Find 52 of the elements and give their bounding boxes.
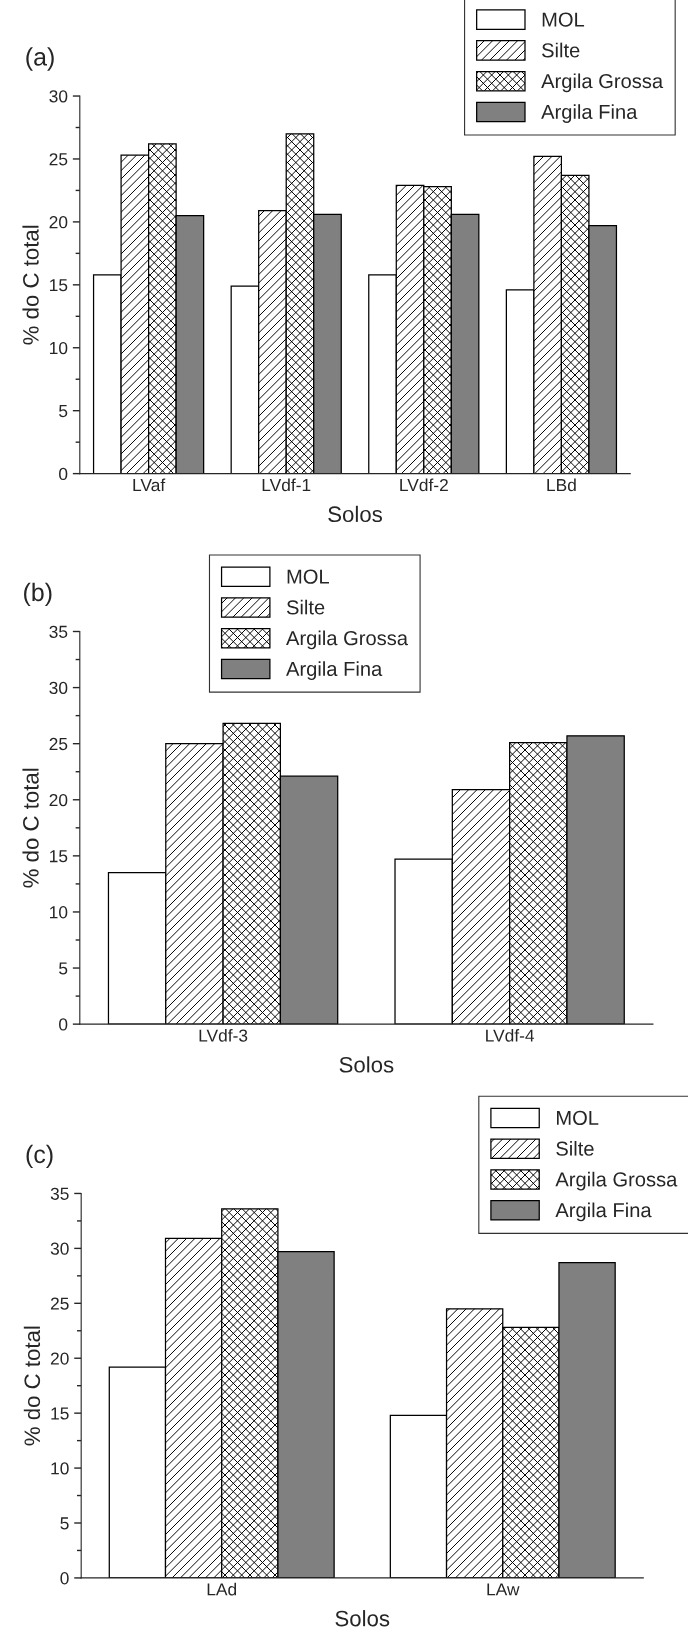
legend-label: MOL xyxy=(542,12,585,27)
y-tick-label: 5 xyxy=(59,962,68,975)
y-tick-label: 30 xyxy=(49,681,68,695)
y-tick-label: 30 xyxy=(49,90,68,103)
y-tick-label: 20 xyxy=(50,1352,69,1365)
y-tick-label: 25 xyxy=(49,153,68,166)
y-tick-label: 5 xyxy=(60,1517,69,1530)
y-tick-label: 35 xyxy=(50,1187,69,1200)
x-tick-label: LBd xyxy=(547,478,576,492)
y-tick-label: 5 xyxy=(59,405,68,418)
y-tick-label: 10 xyxy=(50,341,68,355)
x-tick-label: LVdf-2 xyxy=(400,478,448,492)
y-tick-label: 10 xyxy=(50,906,68,919)
y-tick-label: 0 xyxy=(60,1572,69,1585)
y-tick-label: 20 xyxy=(49,216,68,229)
legend-label: Argila Grossa xyxy=(286,630,408,650)
legend-label: Argila Fina xyxy=(541,104,638,123)
x-axis-title: Solos xyxy=(339,1056,394,1073)
y-tick-label: 0 xyxy=(59,467,68,481)
x-tick-label: LVdf-4 xyxy=(486,1029,535,1042)
y-tick-label: 30 xyxy=(50,1242,69,1255)
legend-label: Argila Fina xyxy=(286,661,383,681)
chart-title: (b) xyxy=(24,582,52,607)
legend-label: MOL xyxy=(557,1110,599,1126)
legend-label: Silte xyxy=(286,599,325,615)
y-tick-label: 0 xyxy=(59,1018,68,1031)
y-axis-title: % do C total xyxy=(22,225,39,345)
y-tick-label: 15 xyxy=(50,850,68,863)
y-tick-label: 15 xyxy=(50,279,68,292)
y-tick-label: 10 xyxy=(51,1462,69,1475)
x-tick-label: LAd xyxy=(207,1582,237,1596)
legend-label: Silte xyxy=(556,1140,594,1156)
y-tick-label: 35 xyxy=(49,625,68,638)
x-tick-label: LVaf xyxy=(133,478,166,492)
y-tick-label: 25 xyxy=(50,1297,69,1310)
chart-title: (c) xyxy=(26,1144,53,1169)
x-tick-label: LAw xyxy=(487,1583,520,1596)
y-tick-label: 15 xyxy=(51,1407,69,1420)
legend-label: Argila Grossa xyxy=(541,73,664,93)
x-axis-title: Solos xyxy=(335,1610,390,1627)
legend-label: MOL xyxy=(287,569,329,584)
legend-label: Silte xyxy=(542,42,580,58)
y-tick-label: 25 xyxy=(49,737,68,751)
legend-label: Argila Grossa xyxy=(555,1171,678,1191)
chart-title: (a) xyxy=(26,47,54,71)
y-tick-label: 20 xyxy=(49,793,68,807)
x-axis-title: Solos xyxy=(328,505,382,523)
y-axis-title: % do C total xyxy=(23,1326,41,1446)
x-tick-label: LVdf-3 xyxy=(199,1029,248,1042)
y-axis-title: % do C total xyxy=(22,768,39,888)
legend-label: Argila Fina xyxy=(555,1202,652,1222)
x-tick-label: LVdf-1 xyxy=(262,478,311,492)
